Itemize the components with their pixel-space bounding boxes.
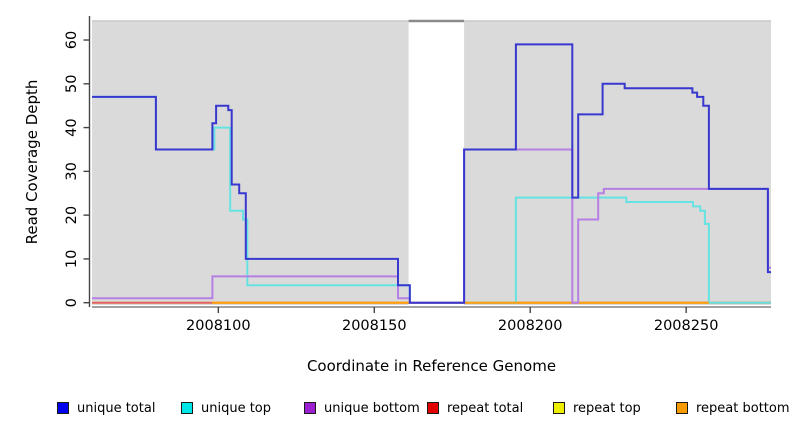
legend-item-unique-bottom: unique bottom <box>304 398 420 418</box>
unique-top-swatch-icon <box>181 402 193 414</box>
y-tick-label: 50 <box>64 75 80 93</box>
x-tick-label: 2008200 <box>498 318 563 334</box>
legend: unique total unique top unique bottom repea… <box>0 398 792 420</box>
coverage-chart: 2008100 2008150 2008200 2008250 0 10 20 30 40 50 6… <box>64 16 771 334</box>
y-tick-label: 0 <box>64 298 80 307</box>
legend-label: repeat top <box>573 400 641 416</box>
y-tick-label: 60 <box>64 31 80 49</box>
repeat-top-swatch-icon <box>553 402 565 414</box>
x-tick-label: 2008150 <box>342 318 407 334</box>
series-line-unique-total <box>92 43 771 304</box>
y-tick-label: 10 <box>64 250 80 268</box>
unique-bottom-swatch-icon <box>304 402 316 414</box>
legend-item-repeat-top: repeat top <box>553 398 641 418</box>
y-tick-label: 30 <box>64 162 80 180</box>
unique-total-swatch-icon <box>57 402 69 414</box>
repeat-total-swatch-icon <box>427 402 439 414</box>
legend-label: unique bottom <box>324 400 420 416</box>
legend-label: unique top <box>201 400 272 416</box>
legend-label: unique total <box>77 400 156 416</box>
legend-label: repeat total <box>447 400 524 416</box>
legend-item-repeat-bottom: repeat bottom <box>676 398 790 418</box>
legend-label: repeat bottom <box>696 400 790 416</box>
covered-region-panel-2 <box>464 21 771 305</box>
x-axis-title: Coordinate in Reference Genome <box>306 357 557 375</box>
repeat-bottom-swatch-icon <box>676 402 688 414</box>
legend-item-unique-total: unique total <box>57 398 155 418</box>
x-tick-label: 2008100 <box>186 318 251 334</box>
x-tick-label: 2008250 <box>654 318 719 334</box>
covered-region-panel-1 <box>92 21 409 305</box>
y-tick-label: 40 <box>64 118 80 136</box>
y-tick-label: 20 <box>64 206 80 224</box>
legend-item-repeat-total: repeat total <box>427 398 523 418</box>
y-axis-title: Read Coverage Depth <box>23 79 41 245</box>
legend-item-unique-top: unique top <box>181 398 271 418</box>
